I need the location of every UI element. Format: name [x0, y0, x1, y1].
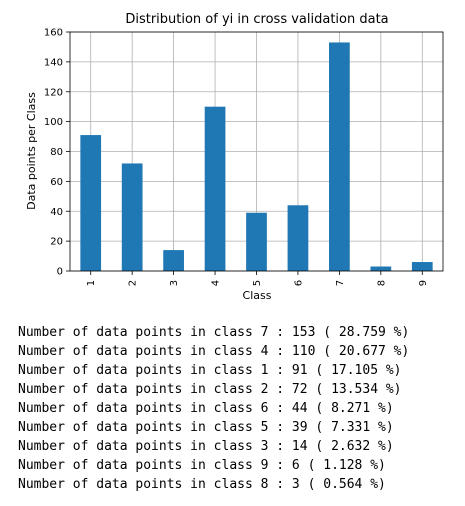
y-axis-label: Data points per Class	[25, 92, 38, 210]
x-tick-label: 3	[169, 280, 180, 286]
y-axis-ticks: 0 20 40 60 80 100 120 140 160	[44, 28, 70, 278]
y-tick-label: 160	[44, 28, 63, 39]
output-line: Number of data points in class 6 : 44 ( …	[18, 401, 394, 416]
output-line: Number of data points in class 3 : 14 ( …	[18, 439, 394, 454]
bar-chart: Distribution of yi in cross validation d…	[25, 12, 444, 302]
x-tick-label: 5	[252, 280, 263, 286]
output-line: Number of data points in class 2 : 72 ( …	[18, 382, 402, 397]
x-tick-label: 2	[128, 280, 139, 286]
y-tick-label: 100	[44, 117, 63, 128]
bar-class-6	[287, 205, 309, 271]
y-tick-label: 20	[50, 237, 63, 248]
bar-class-3	[163, 250, 184, 271]
output-line: Number of data points in class 8 : 3 ( 0…	[18, 477, 386, 492]
y-tick-label: 80	[50, 147, 63, 158]
x-tick-label: 6	[293, 280, 304, 286]
output-line: Number of data points in class 9 : 6 ( 1…	[18, 458, 386, 473]
output-line: Number of data points in class 7 : 153 (…	[18, 325, 410, 340]
x-axis-label: Class	[243, 289, 272, 302]
bar-class-9	[411, 262, 433, 271]
chart-title: Distribution of yi in cross validation d…	[125, 12, 388, 27]
x-tick-label: 4	[211, 280, 222, 286]
bar-class-2	[121, 163, 143, 271]
output-line: Number of data points in class 4 : 110 (…	[18, 344, 410, 359]
y-tick-label: 140	[44, 57, 63, 68]
bar-class-5	[246, 212, 267, 271]
output-line: Number of data points in class 1 : 91 ( …	[18, 363, 402, 378]
x-tick-label: 1	[86, 280, 97, 286]
x-tick-label: 9	[418, 280, 429, 286]
console-output: Number of data points in class 7 : 153 (…	[18, 323, 409, 494]
bar-class-1	[80, 135, 102, 271]
x-axis-ticks: 1 2 3 4 5 6 7 8 9	[86, 271, 429, 286]
y-tick-label: 0	[57, 267, 63, 278]
output-line: Number of data points in class 5 : 39 ( …	[18, 420, 394, 435]
bar-class-8	[370, 266, 392, 271]
x-tick-label: 8	[376, 280, 387, 286]
bars	[80, 42, 433, 271]
bar-class-4	[204, 106, 226, 271]
x-tick-label: 7	[335, 280, 346, 286]
y-tick-label: 60	[50, 177, 63, 188]
y-tick-label: 40	[50, 207, 63, 218]
y-tick-label: 120	[44, 87, 63, 98]
bar-class-7	[329, 42, 350, 271]
